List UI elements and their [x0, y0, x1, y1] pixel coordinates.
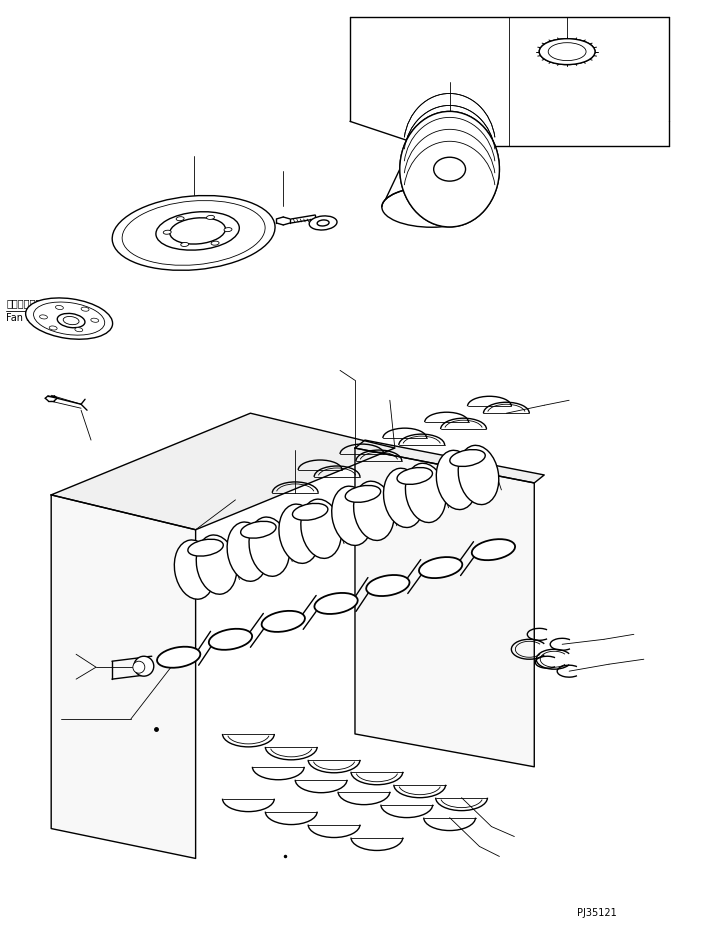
Ellipse shape	[170, 218, 225, 244]
Ellipse shape	[241, 522, 276, 538]
Text: Fan Spacer: Fan Spacer	[6, 312, 60, 323]
Ellipse shape	[180, 243, 189, 246]
Ellipse shape	[345, 485, 380, 502]
Ellipse shape	[227, 522, 267, 581]
Ellipse shape	[382, 187, 482, 227]
Ellipse shape	[450, 449, 485, 467]
Ellipse shape	[112, 195, 275, 271]
Ellipse shape	[174, 540, 215, 599]
Ellipse shape	[211, 241, 219, 246]
Ellipse shape	[55, 305, 63, 310]
Text: PJ35121: PJ35121	[577, 909, 617, 918]
Ellipse shape	[383, 468, 424, 527]
Ellipse shape	[279, 504, 319, 564]
Ellipse shape	[197, 535, 237, 594]
Ellipse shape	[81, 307, 89, 312]
Ellipse shape	[366, 575, 409, 596]
Ellipse shape	[133, 661, 145, 673]
Ellipse shape	[406, 463, 446, 523]
Ellipse shape	[75, 327, 83, 332]
Ellipse shape	[332, 486, 372, 545]
Ellipse shape	[157, 646, 200, 668]
Ellipse shape	[434, 157, 465, 181]
Polygon shape	[355, 440, 544, 483]
Ellipse shape	[314, 593, 358, 614]
Ellipse shape	[164, 231, 171, 234]
Ellipse shape	[301, 499, 341, 558]
Ellipse shape	[539, 39, 595, 64]
Ellipse shape	[39, 315, 48, 319]
Polygon shape	[51, 413, 395, 530]
Ellipse shape	[188, 539, 223, 556]
Ellipse shape	[91, 318, 99, 323]
Polygon shape	[51, 495, 196, 858]
Ellipse shape	[176, 217, 184, 220]
Ellipse shape	[317, 219, 329, 226]
Ellipse shape	[58, 313, 85, 327]
Ellipse shape	[206, 216, 215, 219]
Ellipse shape	[397, 468, 432, 485]
Ellipse shape	[436, 450, 477, 510]
Ellipse shape	[293, 503, 328, 520]
Text: ファンスペーサ: ファンスペーサ	[6, 299, 48, 309]
Ellipse shape	[49, 326, 57, 330]
Ellipse shape	[156, 212, 239, 250]
Ellipse shape	[26, 298, 112, 339]
Ellipse shape	[400, 112, 499, 227]
Polygon shape	[355, 448, 534, 767]
Ellipse shape	[539, 39, 595, 64]
Ellipse shape	[354, 481, 395, 540]
Ellipse shape	[419, 557, 463, 578]
Ellipse shape	[208, 629, 252, 650]
Ellipse shape	[309, 216, 337, 230]
Ellipse shape	[472, 539, 515, 560]
Ellipse shape	[400, 112, 499, 227]
Ellipse shape	[249, 517, 290, 577]
Ellipse shape	[458, 445, 499, 505]
Ellipse shape	[134, 657, 154, 676]
Ellipse shape	[224, 228, 232, 232]
Ellipse shape	[262, 611, 305, 631]
